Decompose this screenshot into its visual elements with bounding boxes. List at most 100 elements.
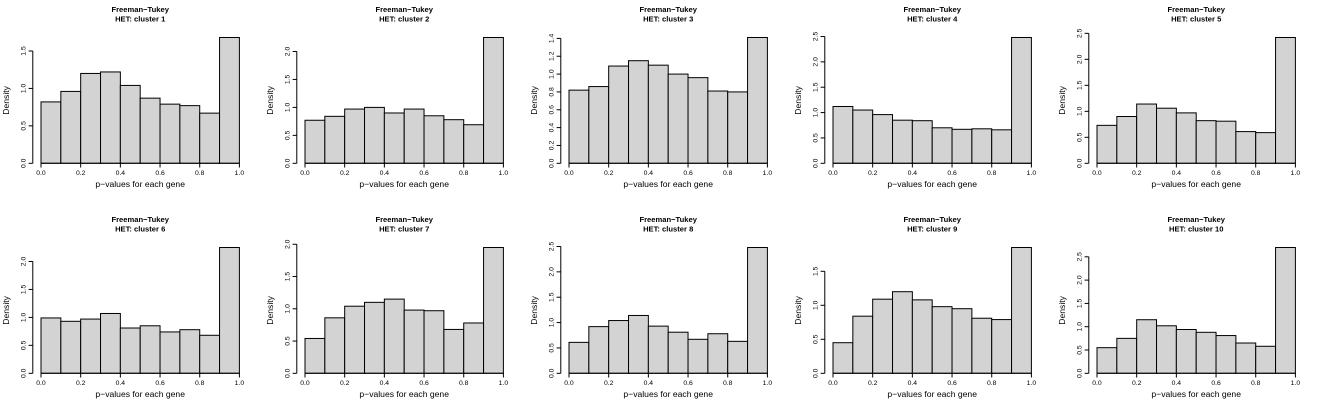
histogram-bar xyxy=(1116,116,1138,164)
x-tick-label: 0.4 xyxy=(116,380,126,387)
x-tick-label: 0.6 xyxy=(419,380,429,387)
histogram-panel-cluster-3: Freeman−Tukey HET: cluster 3 0.0 0.2 0.4 0.6 0… xyxy=(528,0,792,210)
x-tick-label: 0.0 xyxy=(1092,380,1102,387)
panel-title-line2: HET: cluster 5 xyxy=(1171,15,1222,24)
y-tick-label: 0.0 xyxy=(285,368,292,378)
histogram-bar xyxy=(179,329,201,374)
x-tick-label: 0.8 xyxy=(195,380,205,387)
x-tick-label: 0.4 xyxy=(380,380,390,387)
y-tick-label: 1.4 xyxy=(549,33,556,43)
y-tick-label: 0.0 xyxy=(1077,158,1084,168)
x-tick-label: 0.4 xyxy=(908,380,918,387)
y-tick-label: 1.0 xyxy=(813,108,820,118)
x-tick-label: 0.6 xyxy=(947,380,957,387)
histogram-bar xyxy=(40,317,62,374)
y-tick-label: 1.0 xyxy=(1077,322,1084,332)
x-tick-label: 0.0 xyxy=(300,380,310,387)
x-axis-label: p−values for each gene xyxy=(95,179,185,189)
histogram-bar xyxy=(588,86,610,164)
histogram-bar xyxy=(667,331,689,374)
histogram-bar xyxy=(647,64,669,164)
histogram-panel-cluster-10: Freeman−Tukey HET: cluster 10 0.0 0.2 0.4 0.6… xyxy=(1056,210,1320,420)
panel-title-line2: HET: cluster 4 xyxy=(907,15,958,24)
y-tick-label: 0.0 xyxy=(549,158,556,168)
y-tick-label: 0.0 xyxy=(21,158,28,168)
x-tick-label: 0.8 xyxy=(987,380,997,387)
panel-title-line2: HET: cluster 1 xyxy=(115,15,166,24)
y-tick-label: 2.5 xyxy=(549,242,556,252)
panel-title-line1: Freeman−Tukey xyxy=(111,5,169,14)
x-tick-label: 0.2 xyxy=(604,380,614,387)
x-tick-label: 0.2 xyxy=(76,170,86,177)
x-tick-label: 0.6 xyxy=(155,380,165,387)
y-tick-label: 1.0 xyxy=(813,300,820,310)
x-tick-label: 1.0 xyxy=(1027,380,1037,387)
x-tick-label: 0.8 xyxy=(723,170,733,177)
x-tick-label: 0.6 xyxy=(1211,380,1221,387)
y-tick-label: 2.5 xyxy=(1077,252,1084,262)
y-axis-label: Density xyxy=(793,295,803,324)
x-tick-label: 0.8 xyxy=(195,170,205,177)
histogram-bar xyxy=(139,97,161,164)
histogram-bar xyxy=(383,112,405,164)
y-tick-label: 0.5 xyxy=(813,133,820,143)
histogram-bar xyxy=(667,73,689,164)
histogram-bar xyxy=(219,37,240,164)
histogram-bar xyxy=(971,128,993,164)
panel-title-line2: HET: cluster 10 xyxy=(1169,225,1223,234)
y-tick-label: 0.6 xyxy=(549,105,556,115)
y-axis-label: Density xyxy=(1057,295,1067,324)
histogram-bar xyxy=(991,319,1013,374)
x-tick-label: 0.4 xyxy=(1172,380,1182,387)
x-tick-label: 1.0 xyxy=(1291,170,1301,177)
y-tick-label: 1.5 xyxy=(285,74,292,84)
histogram-panel-cluster-4: Freeman−Tukey HET: cluster 4 0.0 0.2 0.4 0.6 0… xyxy=(792,0,1056,210)
histogram-bar xyxy=(727,91,749,164)
histogram-bar xyxy=(344,108,366,164)
y-tick-label: 1.5 xyxy=(813,266,820,276)
x-tick-label: 0.6 xyxy=(947,170,957,177)
y-tick-label: 1.5 xyxy=(21,46,28,56)
histogram-bar xyxy=(991,129,1013,164)
x-axis-label: p−values for each gene xyxy=(95,389,185,399)
x-axis-label: p−values for each gene xyxy=(359,179,449,189)
x-tick-label: 0.8 xyxy=(1251,380,1261,387)
x-tick-label: 1.0 xyxy=(763,170,773,177)
y-tick-label: 2.0 xyxy=(813,57,820,67)
histogram-bar xyxy=(60,320,82,374)
histogram-bar xyxy=(40,101,62,164)
panel-title-line1: Freeman−Tukey xyxy=(903,5,961,14)
histogram-bar xyxy=(747,247,768,374)
histogram-bar xyxy=(179,105,201,164)
histogram-bar xyxy=(931,306,953,374)
histogram-bar xyxy=(324,115,346,164)
histogram-bar xyxy=(423,115,445,164)
histogram-bar xyxy=(304,337,326,374)
histogram-panel-cluster-2: Freeman−Tukey HET: cluster 2 0.0 0.2 0.4 0.6 0… xyxy=(264,0,528,210)
x-axis-label: p−values for each gene xyxy=(623,179,713,189)
histogram-bar xyxy=(1195,120,1217,164)
histogram-panel-cluster-8: Freeman−Tukey HET: cluster 8 0.0 0.2 0.4 0.6 0… xyxy=(528,210,792,420)
histogram-bar xyxy=(747,37,768,164)
histogram-bar xyxy=(1215,120,1237,164)
panel-title-line1: Freeman−Tukey xyxy=(639,5,697,14)
x-tick-label: 0.2 xyxy=(76,380,86,387)
x-tick-label: 0.4 xyxy=(380,170,390,177)
histogram-bar xyxy=(647,325,669,374)
y-tick-label: 0.2 xyxy=(549,141,556,151)
x-tick-label: 0.2 xyxy=(340,380,350,387)
histogram-bar xyxy=(139,325,161,374)
y-tick-label: 1.0 xyxy=(285,102,292,112)
y-tick-label: 2.5 xyxy=(1077,28,1084,38)
histogram-bar xyxy=(1175,329,1197,374)
x-tick-label: 1.0 xyxy=(1027,170,1037,177)
x-tick-label: 0.0 xyxy=(36,170,46,177)
panel-title-line2: HET: cluster 3 xyxy=(643,15,693,24)
x-tick-label: 0.4 xyxy=(116,170,126,177)
y-tick-label: 0.5 xyxy=(1077,345,1084,355)
histogram-bar xyxy=(707,90,729,164)
x-tick-label: 0.4 xyxy=(1172,170,1182,177)
histogram-bar xyxy=(951,128,973,164)
